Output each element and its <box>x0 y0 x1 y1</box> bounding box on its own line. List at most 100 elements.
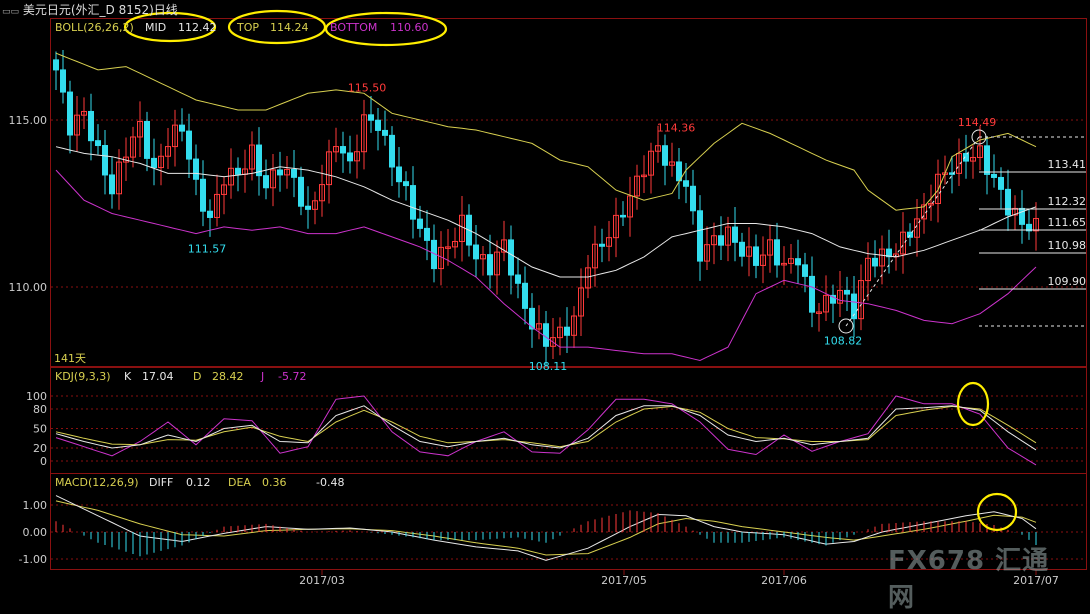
price-tick-label: 110.00 <box>9 281 48 294</box>
indicator-lines <box>55 52 1037 561</box>
candle-body <box>802 264 808 277</box>
candle-body <box>1033 218 1039 232</box>
macd-diff-line <box>55 495 1037 561</box>
candle-body <box>928 202 934 206</box>
fib-level-label: 110.98 <box>1048 239 1087 252</box>
boll-mid-label: MID <box>145 21 166 34</box>
candle-body <box>165 146 171 157</box>
candle-body <box>851 293 857 320</box>
candle-body <box>977 145 983 158</box>
kdj-d-line <box>55 405 1037 448</box>
watermark: FX678 汇通网 <box>888 546 1050 613</box>
ring-top <box>227 9 327 45</box>
candle-body <box>95 140 101 147</box>
candle-body <box>522 282 528 309</box>
macd-value: -0.48 <box>316 476 344 489</box>
candle-body <box>767 239 773 256</box>
candle-body <box>515 274 521 284</box>
candle-body <box>347 152 353 162</box>
macd-histogram <box>55 510 1037 557</box>
macd-tick-label: 1.00 <box>23 499 48 512</box>
boll-top-label: TOP <box>236 21 259 34</box>
candle-body <box>970 156 976 162</box>
candle-body <box>788 258 794 264</box>
price-annotation: 115.50 <box>348 81 387 94</box>
kdj-tick-label: 0 <box>40 455 47 468</box>
candle-body <box>1019 207 1025 225</box>
candle-body <box>452 240 458 248</box>
kdj-d-label: D <box>193 370 201 383</box>
ring-mid <box>123 11 217 43</box>
candle-body <box>291 168 297 178</box>
candle-body <box>60 69 66 93</box>
candle-body <box>116 161 122 195</box>
boll-mid-value: 112.42 <box>178 21 217 34</box>
candle-body <box>809 275 815 313</box>
kdj-j-line <box>55 395 1037 466</box>
candle-body <box>1012 207 1018 216</box>
candle-body <box>193 158 199 180</box>
candle-body <box>543 323 549 347</box>
candle-body <box>704 244 710 262</box>
kdj-tick-label: 100 <box>26 390 47 403</box>
candle-body <box>746 246 752 257</box>
ring-kdj <box>956 381 990 427</box>
candle-body <box>984 145 990 175</box>
kdj-k-value: 17.04 <box>142 370 174 383</box>
candle-body <box>424 227 430 241</box>
macd-name: MACD(12,26,9) <box>55 476 139 489</box>
candle-body <box>753 246 759 266</box>
macd-diff-label: DIFF <box>149 476 173 489</box>
candle-body <box>935 173 941 204</box>
candle-body <box>473 244 479 260</box>
candle-body <box>1005 188 1011 216</box>
candle-body <box>263 175 269 189</box>
candle-body <box>844 289 850 295</box>
candle-body <box>620 214 626 218</box>
candle-body <box>536 323 542 330</box>
candle-body <box>326 151 332 186</box>
x-tick-label: 2017/05 <box>601 574 647 587</box>
candle-body <box>830 294 836 304</box>
candle-body <box>284 168 290 176</box>
fib-trend-line <box>845 136 980 327</box>
candle-body <box>487 254 493 276</box>
candle-body <box>368 114 374 121</box>
candle-body <box>760 254 766 266</box>
boll-mid-line <box>55 146 1037 278</box>
kdj-name: KDJ(9,3,3) <box>55 370 111 383</box>
candle-body <box>333 146 339 153</box>
candle-body <box>319 184 325 202</box>
candle-body <box>501 239 507 253</box>
candle-body <box>81 110 87 116</box>
kdj-j-label: J <box>260 370 264 383</box>
candle-body <box>396 166 402 183</box>
candle-body <box>53 59 59 71</box>
candle-body <box>641 174 647 178</box>
candle-body <box>718 235 724 246</box>
candle-body <box>690 185 696 212</box>
macd-legend: MACD(12,26,9) DIFF 0.12 DEA 0.36 -0.48 <box>55 476 344 489</box>
candle-body <box>144 120 150 159</box>
macd-dea-label: DEA <box>228 476 251 489</box>
fib-level-label: 111.65 <box>1048 216 1087 229</box>
candle-body <box>74 114 80 136</box>
candle-body <box>907 231 913 238</box>
candle-body <box>494 251 500 276</box>
kdj-tick-label: 50 <box>33 423 47 436</box>
candle-body <box>662 145 668 166</box>
candle-body <box>669 161 675 166</box>
candle-body <box>648 150 654 176</box>
candle-body <box>578 287 584 317</box>
macd-dea-line <box>55 500 1037 556</box>
macd-tick-label: 0.00 <box>23 526 48 539</box>
candle-body <box>564 326 570 336</box>
candle-body <box>130 136 136 158</box>
candle-body <box>697 210 703 262</box>
candle-body <box>480 254 486 260</box>
boll-name: BOLL(26,26,2) <box>55 21 134 34</box>
candle-body <box>963 153 969 162</box>
candle-body <box>872 257 878 267</box>
